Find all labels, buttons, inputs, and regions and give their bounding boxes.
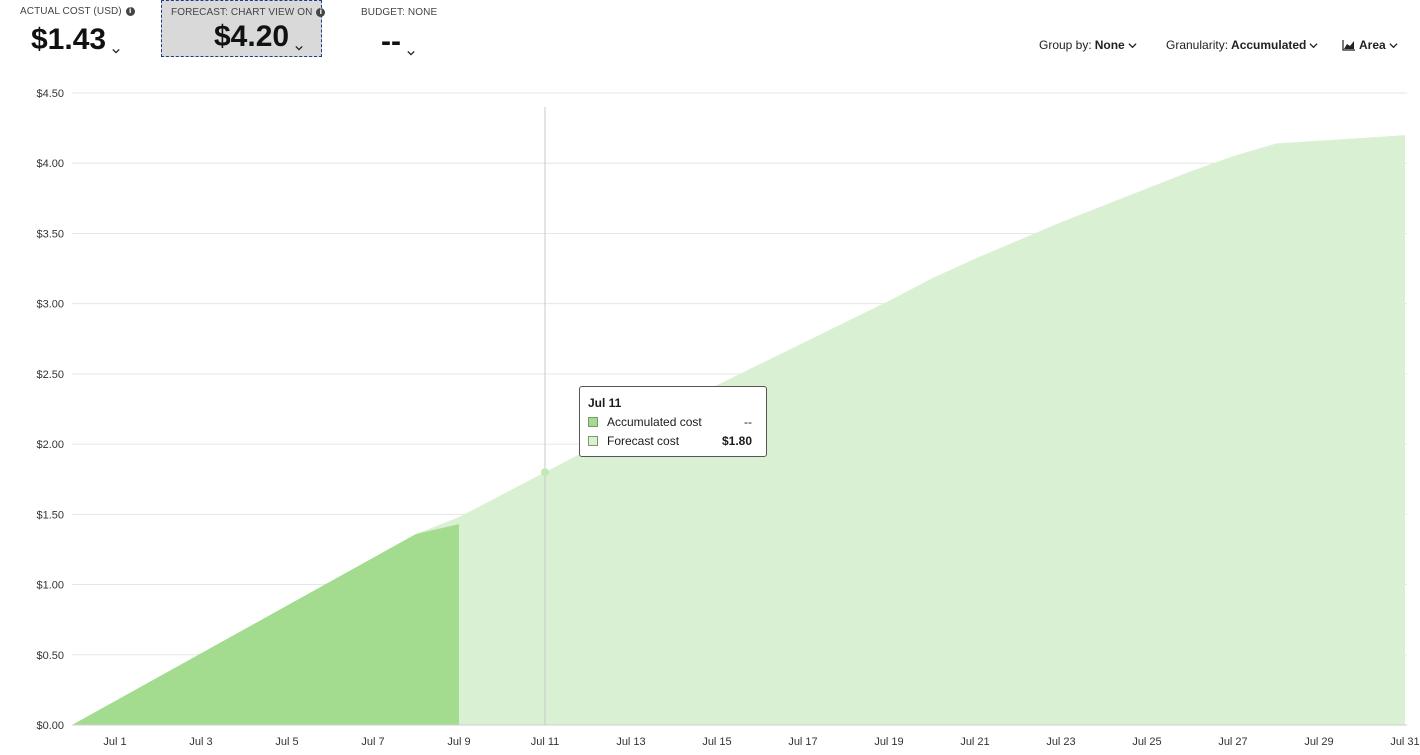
tooltip-series-name: Accumulated cost	[607, 415, 702, 429]
tooltip-date: Jul 11	[588, 396, 622, 410]
y-tick-label: $0.50	[36, 650, 64, 662]
x-tick-label: Jul 15	[702, 736, 731, 748]
y-tick-label: $4.00	[36, 158, 64, 170]
x-tick-label: Jul 3	[189, 736, 212, 748]
chart-type-dropdown[interactable]: Area	[1342, 38, 1398, 52]
chevron-down-icon	[1309, 42, 1318, 48]
x-tick-label: Jul 7	[361, 736, 384, 748]
actual-cost-label-row: ACTUAL COST (USD) i	[20, 6, 135, 17]
actual-cost-kpi[interactable]: ACTUAL COST (USD) i $1.43	[20, 6, 135, 55]
x-tick-label: Jul 25	[1132, 736, 1161, 748]
hover-indicator	[541, 107, 549, 725]
forecast-label-row: FORECAST: CHART VIEW ON i	[171, 7, 326, 18]
x-tick-label: Jul 17	[788, 736, 817, 748]
budget-label: BUDGET: NONE	[361, 7, 438, 18]
group-by-value: None	[1094, 38, 1125, 52]
chevron-down-icon	[1389, 42, 1398, 48]
budget-value-row[interactable]: --	[381, 27, 437, 57]
group-by-dropdown[interactable]: Group by: None	[1039, 38, 1137, 52]
y-tick-label: $3.50	[36, 228, 64, 240]
budget-value: --	[381, 25, 401, 58]
area-chart-icon	[1342, 40, 1355, 51]
x-tick-label: Jul 11	[531, 736, 560, 748]
x-tick-label: Jul 29	[1304, 736, 1333, 748]
y-tick-label: $4.50	[36, 88, 64, 100]
actual-cost-value: $1.43	[31, 23, 107, 56]
forecast-label: FORECAST: CHART VIEW ON	[171, 7, 313, 18]
chevron-down-icon[interactable]	[407, 49, 415, 57]
x-tick-label: Jul 31	[1390, 736, 1419, 748]
tooltip-row-forecast: Forecast cost $1.80	[588, 434, 752, 448]
x-tick-label: Jul 27	[1218, 736, 1247, 748]
axes: $0.00 $0.50 $1.00 $1.50 $2.00 $2.50 $3.00 $3.50…	[36, 88, 1419, 748]
tooltip-series-value: --	[744, 415, 752, 429]
hover-point	[541, 468, 549, 477]
x-tick-label: Jul 5	[275, 736, 298, 748]
actual-cost-value-row[interactable]: $1.43	[31, 25, 135, 55]
x-tick-label: Jul 9	[447, 736, 470, 748]
y-tick-label: $1.00	[36, 580, 64, 592]
chart-type-value: Area	[1359, 38, 1386, 52]
accumulated-cost-area	[72, 524, 459, 725]
forecast-value: $4.20	[214, 20, 290, 53]
chevron-down-icon	[1128, 42, 1137, 48]
tooltip-series-name: Forecast cost	[607, 434, 680, 448]
tooltip-row-accumulated: Accumulated cost --	[588, 415, 752, 429]
tooltip-series-value: $1.80	[721, 434, 752, 448]
x-tick-label: Jul 21	[960, 736, 989, 748]
y-tick-label: $1.50	[36, 509, 64, 521]
granularity-label: Granularity:	[1166, 38, 1229, 52]
granularity-dropdown[interactable]: Granularity: Accumulated	[1166, 38, 1318, 52]
x-tick-label: Jul 23	[1046, 736, 1075, 748]
x-tick-label: Jul 13	[616, 736, 645, 748]
y-tick-label: $0.00	[36, 720, 64, 732]
budget-label-row: BUDGET: NONE	[361, 7, 437, 18]
chevron-down-icon[interactable]	[295, 44, 303, 52]
actual-cost-label: ACTUAL COST (USD)	[20, 6, 122, 17]
info-icon[interactable]: i	[316, 8, 326, 17]
info-icon[interactable]: i	[125, 7, 135, 16]
budget-kpi[interactable]: BUDGET: NONE --	[361, 7, 437, 57]
group-by-label: Group by:	[1039, 38, 1092, 52]
chevron-down-icon[interactable]	[112, 47, 120, 55]
y-tick-label: $3.00	[36, 299, 64, 311]
y-tick-label: $2.50	[36, 369, 64, 381]
forecast-value-row[interactable]: $4.20	[214, 22, 303, 52]
granularity-value: Accumulated	[1231, 38, 1307, 52]
x-tick-label: Jul 1	[103, 736, 126, 748]
x-tick-label: Jul 19	[874, 736, 903, 748]
chart-tooltip: Jul 11 Accumulated cost -- Forecast cost…	[579, 386, 767, 457]
legend-swatch	[588, 417, 598, 427]
y-tick-label: $2.00	[36, 439, 64, 451]
forecast-kpi[interactable]: FORECAST: CHART VIEW ON i $4.20	[161, 0, 326, 57]
legend-swatch	[588, 436, 598, 446]
